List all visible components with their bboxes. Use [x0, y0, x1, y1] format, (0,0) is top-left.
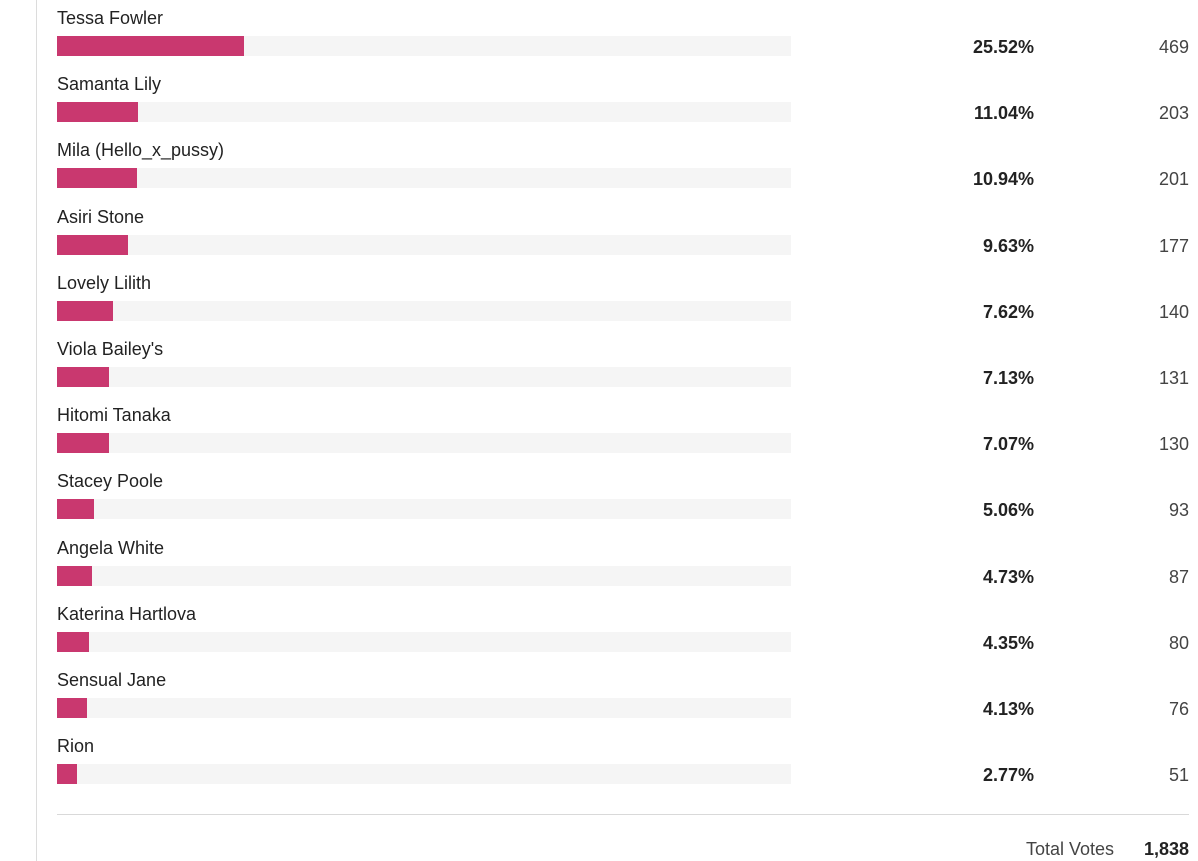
poll-bar-track	[57, 234, 791, 255]
poll-bar-track	[57, 366, 791, 387]
poll-bar-track	[57, 36, 791, 56]
poll-option-row: Stacey Poole 5.06% 93	[57, 463, 1198, 529]
poll-option-percent: 10.94%	[972, 169, 1034, 190]
poll-option-name: Hitomi Tanaka	[57, 405, 171, 426]
poll-option-row: Viola Bailey's 7.13% 131	[57, 331, 1198, 397]
poll-option-percent: 7.07%	[982, 434, 1034, 455]
poll-option-name: Sensual Jane	[57, 669, 167, 690]
poll-option-row: Asiri Stone 9.63% 177	[57, 199, 1198, 265]
poll-option-name: Mila (Hello_x_pussy)	[57, 140, 225, 161]
poll-option-name: Stacey Poole	[57, 471, 164, 492]
poll-option-row: Mila (Hello_x_pussy) 10.94% 201	[57, 132, 1198, 198]
poll-option-percent: 11.04%	[973, 103, 1034, 124]
poll-option-percent: 9.63%	[982, 235, 1034, 256]
poll-bar-fill	[57, 36, 245, 56]
poll-bar-fill	[57, 565, 92, 586]
poll-option-votes: 80	[1168, 632, 1189, 653]
poll-bar-track	[57, 764, 791, 785]
poll-bar-fill	[57, 631, 89, 652]
poll-option-percent: 4.35%	[982, 632, 1034, 653]
total-votes-label: Total Votes	[1025, 839, 1114, 859]
poll-results: Tessa Fowler 25.52% 469 Samanta Lily 11.04% 2…	[57, 0, 1198, 794]
poll-bar-track	[57, 102, 791, 123]
poll-option-percent: 4.13%	[982, 698, 1034, 719]
poll-bar-fill	[57, 499, 95, 520]
poll-option-row: Tessa Fowler 25.52% 469	[57, 0, 1198, 66]
results-divider	[57, 814, 1189, 815]
poll-bar-fill	[57, 102, 138, 123]
poll-bar-fill	[57, 234, 128, 255]
poll-bar-track	[57, 631, 791, 652]
poll-bar-track	[57, 168, 791, 189]
poll-option-percent: 2.77%	[982, 765, 1034, 786]
poll-bar-track	[57, 300, 791, 321]
poll-bar-track	[57, 433, 791, 454]
poll-option-name: Samanta Lily	[57, 74, 162, 95]
poll-bar-fill	[57, 168, 138, 189]
poll-option-percent: 5.06%	[982, 500, 1034, 521]
poll-option-votes: 51	[1168, 765, 1189, 786]
poll-option-votes: 140	[1158, 301, 1189, 322]
poll-option-votes: 87	[1168, 566, 1189, 587]
poll-bar-fill	[57, 366, 110, 387]
poll-option-votes: 177	[1158, 235, 1189, 256]
poll-bar-track	[57, 565, 791, 586]
poll-option-row: Hitomi Tanaka 7.07% 130	[57, 397, 1198, 463]
poll-bar-track	[57, 499, 791, 520]
poll-option-votes: 131	[1158, 367, 1189, 388]
poll-bar-fill	[57, 433, 109, 454]
poll-option-percent: 4.73%	[982, 566, 1034, 587]
poll-option-percent: 25.52%	[972, 37, 1034, 57]
total-votes-value: 1,838	[1143, 839, 1189, 859]
poll-option-votes: 203	[1158, 103, 1189, 124]
left-border-rule	[36, 0, 37, 861]
poll-option-name: Tessa Fowler	[57, 8, 164, 28]
poll-option-row: Katerina Hartlova 4.35% 80	[57, 596, 1198, 662]
poll-option-name: Asiri Stone	[57, 206, 145, 227]
poll-option-name: Lovely Lilith	[57, 272, 152, 293]
poll-option-name: Rion	[57, 736, 95, 757]
poll-option-votes: 76	[1168, 698, 1189, 719]
poll-option-votes: 469	[1158, 37, 1189, 57]
poll-option-percent: 7.13%	[982, 367, 1034, 388]
poll-option-row: Samanta Lily 11.04% 203	[57, 66, 1198, 132]
poll-option-votes: 201	[1158, 169, 1189, 190]
poll-bar-fill	[57, 697, 88, 718]
poll-option-row: Sensual Jane 4.13% 76	[57, 662, 1198, 728]
poll-bar-fill	[57, 300, 113, 321]
poll-option-row: Angela White 4.73% 87	[57, 530, 1198, 596]
poll-option-row: Rion 2.77% 51	[57, 728, 1198, 794]
poll-option-name: Katerina Hartlova	[57, 603, 197, 624]
poll-option-name: Viola Bailey's	[57, 338, 164, 359]
poll-option-name: Angela White	[57, 537, 165, 558]
poll-bar-fill	[57, 764, 78, 785]
poll-option-row: Lovely Lilith 7.62% 140	[57, 265, 1198, 331]
poll-option-percent: 7.62%	[982, 301, 1034, 322]
poll-bar-track	[57, 697, 791, 718]
poll-option-votes: 130	[1158, 434, 1189, 455]
poll-option-votes: 93	[1168, 500, 1189, 521]
